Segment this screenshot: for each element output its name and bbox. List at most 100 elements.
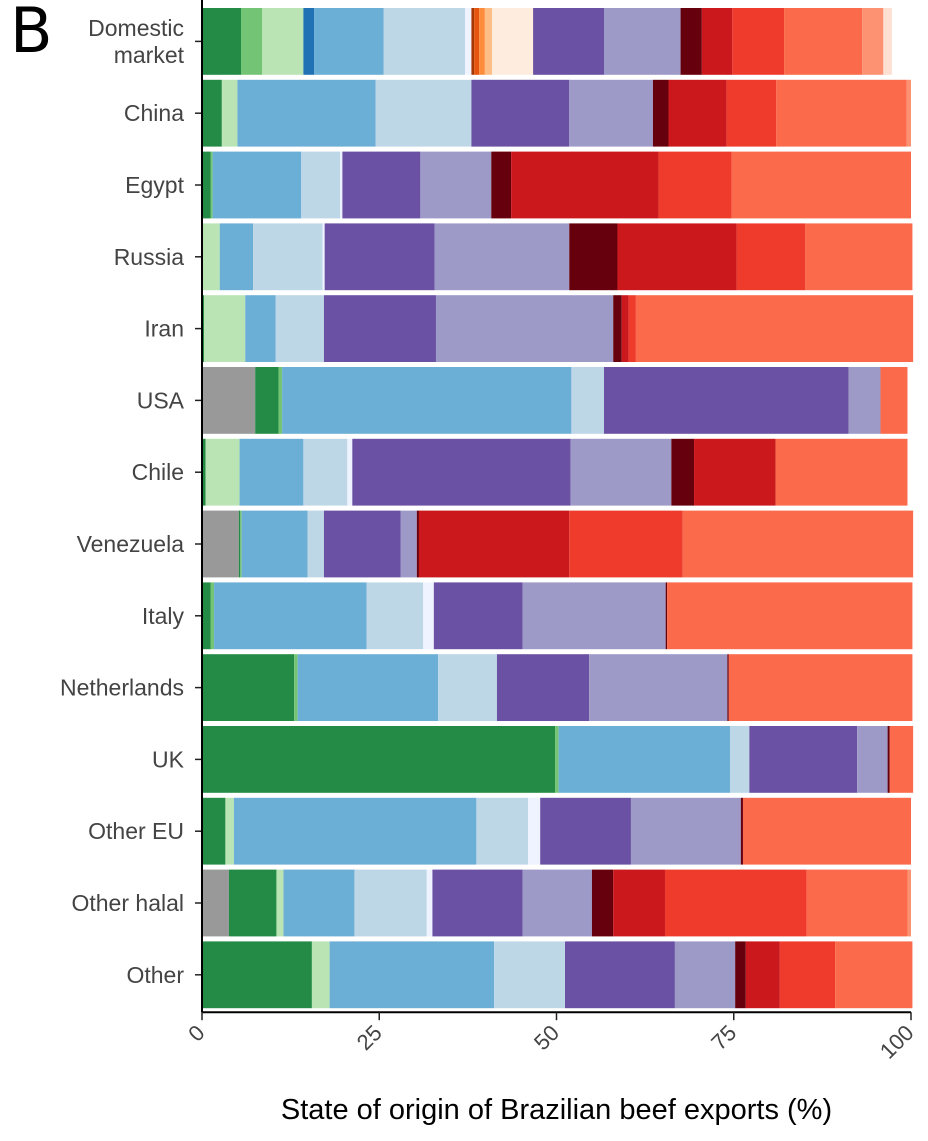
category-label: Chile [132, 459, 184, 485]
bar-segment [202, 582, 211, 650]
bar-segment [730, 726, 750, 793]
bar-segment [212, 151, 302, 219]
bar-segment [732, 8, 785, 75]
bar-segment [323, 295, 436, 362]
category-label: UK [152, 746, 185, 772]
bar-segment [569, 223, 618, 291]
bar-segment [736, 223, 806, 291]
bar-segment [303, 8, 315, 75]
bar-segment [438, 654, 497, 721]
bar-segment [241, 510, 308, 578]
bar-segment [613, 295, 622, 362]
bar-segment [652, 79, 669, 147]
bar-segment [805, 223, 913, 291]
bar-segment [496, 654, 590, 721]
bar-segment [323, 510, 401, 578]
bar-segment [433, 582, 523, 650]
bar-segment [835, 941, 913, 1009]
category-label: Other halal [71, 890, 184, 916]
bar-segment [202, 367, 256, 434]
x-tick-label: 50 [529, 1020, 564, 1055]
bar-segment [354, 869, 427, 937]
bar-segment [671, 438, 695, 506]
bar-segment [262, 8, 304, 75]
bar-segment [240, 510, 242, 578]
bar-segment [565, 941, 675, 1009]
bar-segment [522, 869, 592, 937]
category-label: Russia [114, 244, 185, 270]
category-label: Other EU [88, 818, 184, 844]
bar-segment [740, 797, 743, 865]
bar-segment [479, 8, 485, 75]
bar-segment [301, 151, 341, 219]
bar-segment [238, 510, 241, 578]
bar-segment [484, 8, 492, 75]
bar-segment [727, 654, 729, 721]
category-label: Iran [144, 316, 184, 342]
bar-segment [806, 869, 908, 937]
bar-segment [210, 151, 213, 219]
bar-segment [613, 869, 665, 937]
bar-segment [416, 510, 419, 578]
bar-segment [862, 8, 884, 75]
bar-segment [342, 151, 421, 219]
bar-segment [435, 295, 614, 362]
bar-segment [426, 869, 433, 937]
bar-segment [282, 367, 572, 434]
bar-segment [728, 654, 913, 721]
x-tick-label: 0 [183, 1020, 209, 1046]
category-label: Netherlands [60, 675, 184, 701]
bar-segment [735, 941, 746, 1009]
category-label: Egypt [125, 172, 184, 198]
bar-segment [202, 223, 220, 291]
bar-segment [420, 151, 492, 219]
bar-segment [432, 869, 523, 937]
bar-segment [511, 151, 659, 219]
bar-segment [571, 367, 605, 434]
bar-segment [883, 8, 892, 75]
bar-segment [701, 8, 733, 75]
bar-segment [569, 510, 683, 578]
bar-segment [880, 367, 908, 434]
category-label: Italy [142, 603, 185, 629]
bar-segment [569, 79, 653, 147]
bar-segment [245, 295, 276, 362]
bar-segment [474, 8, 480, 75]
bar-segment [471, 8, 475, 75]
bar-segment [434, 223, 570, 291]
bar-segment [591, 869, 614, 937]
x-tick-label: 75 [706, 1020, 741, 1055]
bar-segment [558, 726, 731, 793]
bar-segment [857, 726, 888, 793]
bar-segment [276, 869, 284, 937]
bar-segment [303, 438, 348, 506]
bar-segment [694, 438, 776, 506]
bar-segment [240, 8, 263, 75]
bar-segment [668, 79, 727, 147]
bar-segment [540, 797, 631, 865]
bar-segment [297, 654, 439, 721]
bar-segment [658, 151, 732, 219]
bar-segment [784, 8, 863, 75]
bar-segment [311, 941, 330, 1009]
bar-segment [202, 941, 312, 1009]
bar-segment [400, 510, 417, 578]
bar-segment [628, 295, 636, 362]
bar-segment [340, 151, 343, 219]
bar-segment [674, 941, 736, 1009]
bar-segment [352, 438, 571, 506]
bar-segment [494, 941, 566, 1009]
x-axis-title: State of origin of Brazilian beef export… [280, 1094, 833, 1126]
bar-segment [366, 582, 424, 650]
bar-segment [324, 223, 435, 291]
bar-segment [253, 223, 323, 291]
bar-segment [635, 295, 914, 362]
bar-segment [907, 869, 911, 937]
bar-segment [779, 941, 836, 1009]
bar-segment [202, 654, 295, 721]
x-tick-label: 25 [352, 1020, 387, 1055]
bar-segment [225, 797, 234, 865]
bar-segment [555, 726, 559, 793]
category-label: USA [137, 387, 185, 413]
